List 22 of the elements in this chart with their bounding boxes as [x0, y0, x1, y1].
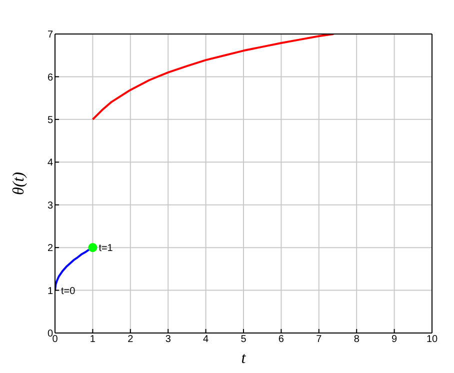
- y-tick-label: 4: [47, 158, 54, 169]
- x-tick-label: 2: [128, 334, 134, 346]
- x-axis-title: t: [241, 350, 246, 367]
- y-tick-label: 1: [47, 286, 54, 297]
- y-tick-label: 6: [47, 72, 54, 84]
- x-tick-label: 10: [426, 334, 438, 346]
- x-tick-label: 7: [316, 334, 322, 346]
- line-series: [92, 34, 335, 120]
- x-tick-label: 4: [203, 334, 210, 346]
- annotation: t=1: [98, 243, 114, 254]
- y-tick-label: 3: [47, 200, 54, 212]
- x-tick-label: 8: [354, 334, 360, 346]
- y-axis-title: θ(t): [10, 172, 28, 195]
- annotation: t=0: [61, 286, 76, 297]
- x-tick-label: 3: [165, 334, 172, 346]
- x-tick-label: 5: [240, 334, 247, 346]
- y-tick-label: 7: [47, 30, 54, 41]
- x-tick-label: 9: [392, 334, 398, 346]
- x-tick-label: 6: [278, 334, 284, 346]
- y-tick-label: 2: [47, 243, 54, 254]
- x-tick-label: 1: [90, 334, 96, 346]
- y-tick-label: 5: [47, 114, 54, 126]
